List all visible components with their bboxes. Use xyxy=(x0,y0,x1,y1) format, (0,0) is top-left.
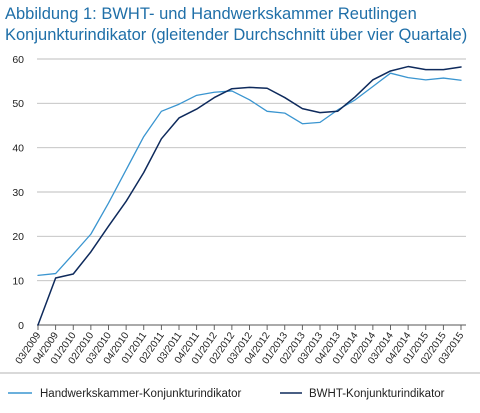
y-tick-label: 0 xyxy=(18,320,24,332)
chart-title-line-1: Abbildung 1: BWHT- und Handwerkskammer R… xyxy=(5,5,417,23)
series-handwerkskammer xyxy=(37,72,463,277)
legend: Handwerkskammer-Konjunkturindikator BWHT-… xyxy=(0,372,480,400)
data-point xyxy=(160,138,163,141)
data-point xyxy=(336,110,339,113)
data-point xyxy=(72,273,75,276)
data-point xyxy=(283,112,286,115)
data-point xyxy=(354,98,357,101)
data-point xyxy=(72,253,75,256)
data-point xyxy=(231,90,234,93)
data-point xyxy=(54,272,57,275)
data-point xyxy=(407,65,410,68)
y-tick-label: 60 xyxy=(12,54,24,66)
series-layer xyxy=(37,65,463,327)
data-point xyxy=(90,233,93,236)
data-point xyxy=(160,110,163,113)
data-point xyxy=(460,66,463,69)
y-axis: 0 10 20 30 40 50 60 xyxy=(12,54,24,332)
data-point xyxy=(195,94,198,97)
data-point xyxy=(178,103,181,106)
legend-item-bwht: BWHT-Konjunkturindikator xyxy=(280,388,445,400)
chart-title-line-2: Konjunkturindikator (gleitender Durchsch… xyxy=(5,26,468,44)
data-point xyxy=(266,87,269,90)
y-tick-label: 40 xyxy=(12,142,24,154)
y-tick-label: 10 xyxy=(12,275,24,287)
data-point xyxy=(125,169,128,172)
data-point xyxy=(407,76,410,79)
data-point xyxy=(142,171,145,174)
series-line xyxy=(37,72,462,276)
data-point xyxy=(283,96,286,99)
data-point xyxy=(37,274,40,277)
data-point xyxy=(231,87,234,90)
y-tick-label: 20 xyxy=(12,231,24,243)
data-point xyxy=(142,135,145,138)
data-point xyxy=(125,200,128,203)
data-point xyxy=(54,277,57,280)
data-point xyxy=(424,68,427,71)
chart-title: Abbildung 1: BWHT- und Handwerkskammer R… xyxy=(5,4,477,46)
data-point xyxy=(442,68,445,71)
data-point xyxy=(178,117,181,120)
y-tick-label: 30 xyxy=(12,187,24,199)
data-point xyxy=(37,324,40,327)
data-point xyxy=(389,70,392,73)
data-point xyxy=(319,121,322,124)
data-point xyxy=(442,77,445,80)
data-point xyxy=(248,86,251,89)
data-point xyxy=(213,91,216,94)
data-point xyxy=(107,225,110,228)
data-point xyxy=(301,107,304,110)
data-point xyxy=(213,96,216,99)
data-point xyxy=(90,251,93,254)
x-axis: 03/200904/200901/201002/201003/201004/20… xyxy=(14,325,467,366)
data-point xyxy=(319,111,322,114)
data-point xyxy=(248,98,251,101)
legend-item-handwerkskammer: Handwerkskammer-Konjunkturindikator xyxy=(8,388,241,400)
series-bwht xyxy=(37,65,463,327)
data-point xyxy=(460,79,463,82)
legend-label: BWHT-Konjunkturindikator xyxy=(309,388,445,400)
data-point xyxy=(389,72,392,75)
data-point xyxy=(424,79,427,82)
legend-label: Handwerkskammer-Konjunkturindikator xyxy=(40,388,241,400)
data-point xyxy=(354,95,357,98)
data-point xyxy=(372,79,375,82)
grid-lines xyxy=(37,58,466,326)
data-point xyxy=(301,122,304,125)
data-point xyxy=(372,85,375,88)
data-point xyxy=(107,202,110,205)
data-point xyxy=(266,110,269,113)
data-point xyxy=(195,108,198,111)
y-tick-label: 50 xyxy=(12,98,24,110)
series-line xyxy=(37,65,462,326)
